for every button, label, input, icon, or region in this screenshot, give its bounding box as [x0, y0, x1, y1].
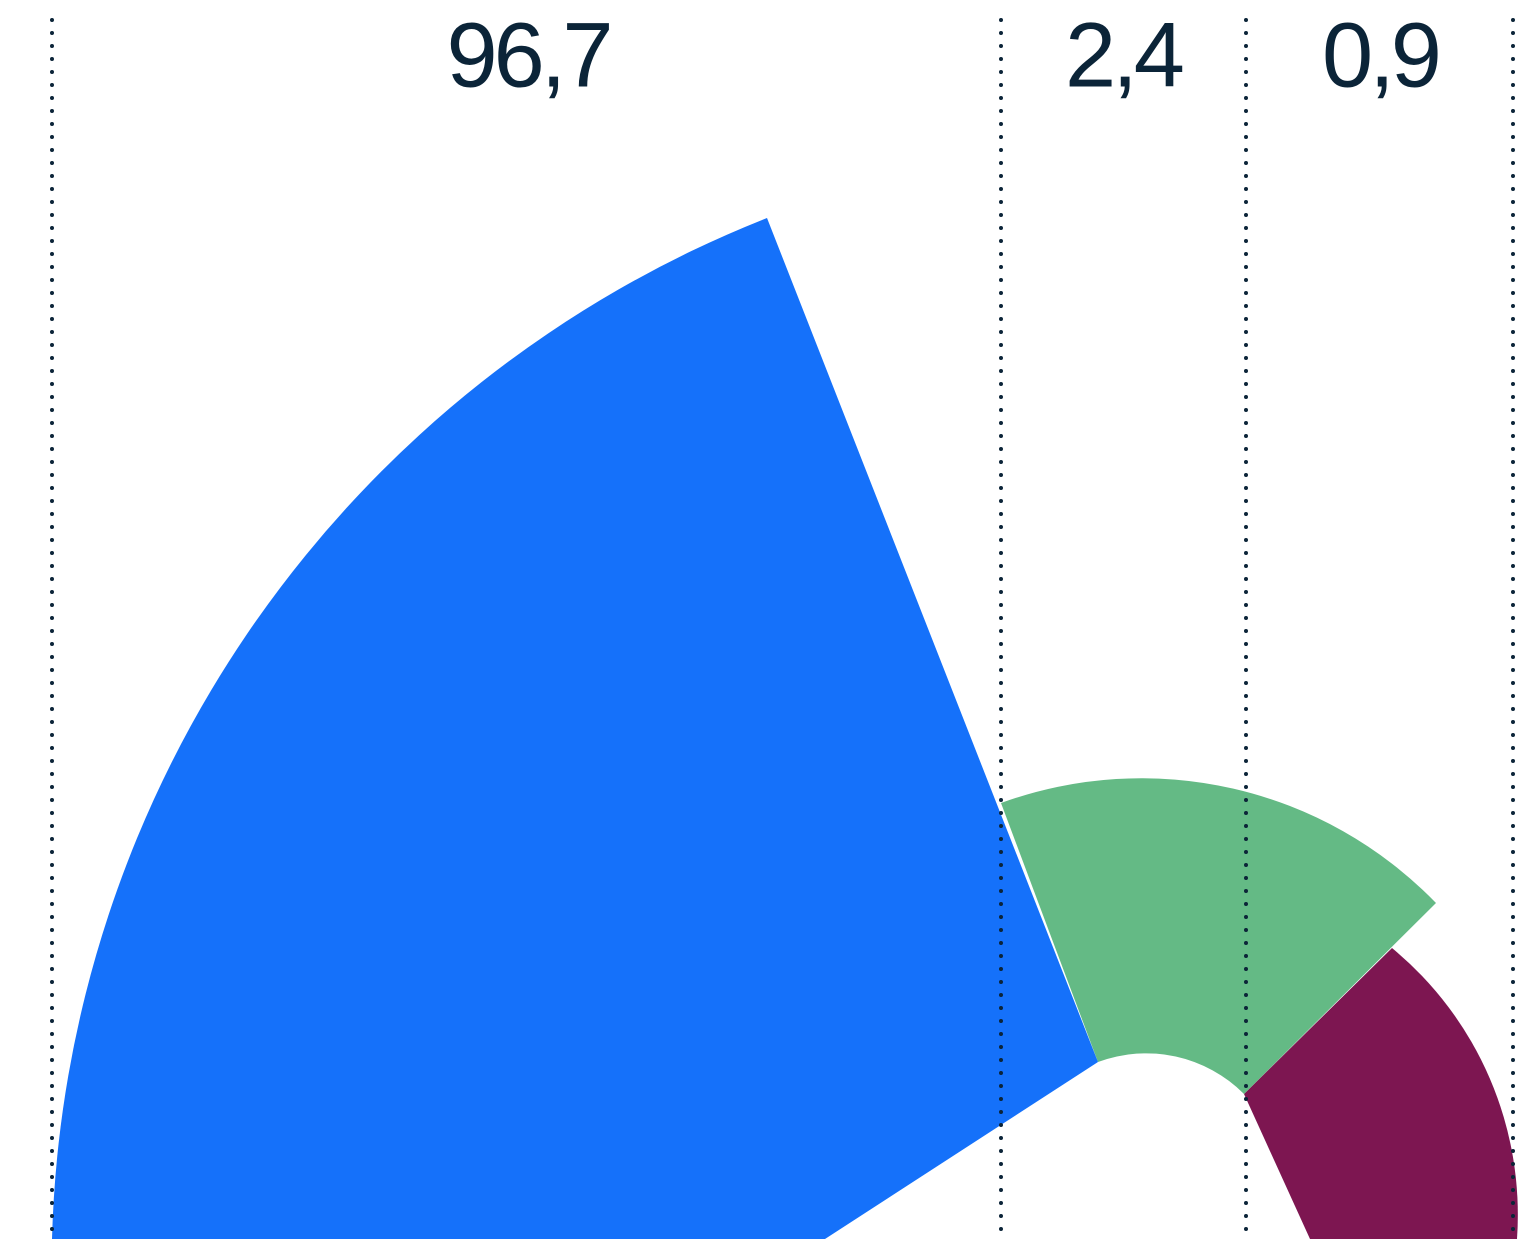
sector [1244, 948, 1518, 1239]
value-label: 0,9 [1322, 4, 1438, 106]
value-label: 96,7 [446, 4, 609, 106]
value-label: 2,4 [1065, 4, 1183, 106]
sector [1001, 778, 1436, 1094]
sector [52, 218, 1098, 1239]
